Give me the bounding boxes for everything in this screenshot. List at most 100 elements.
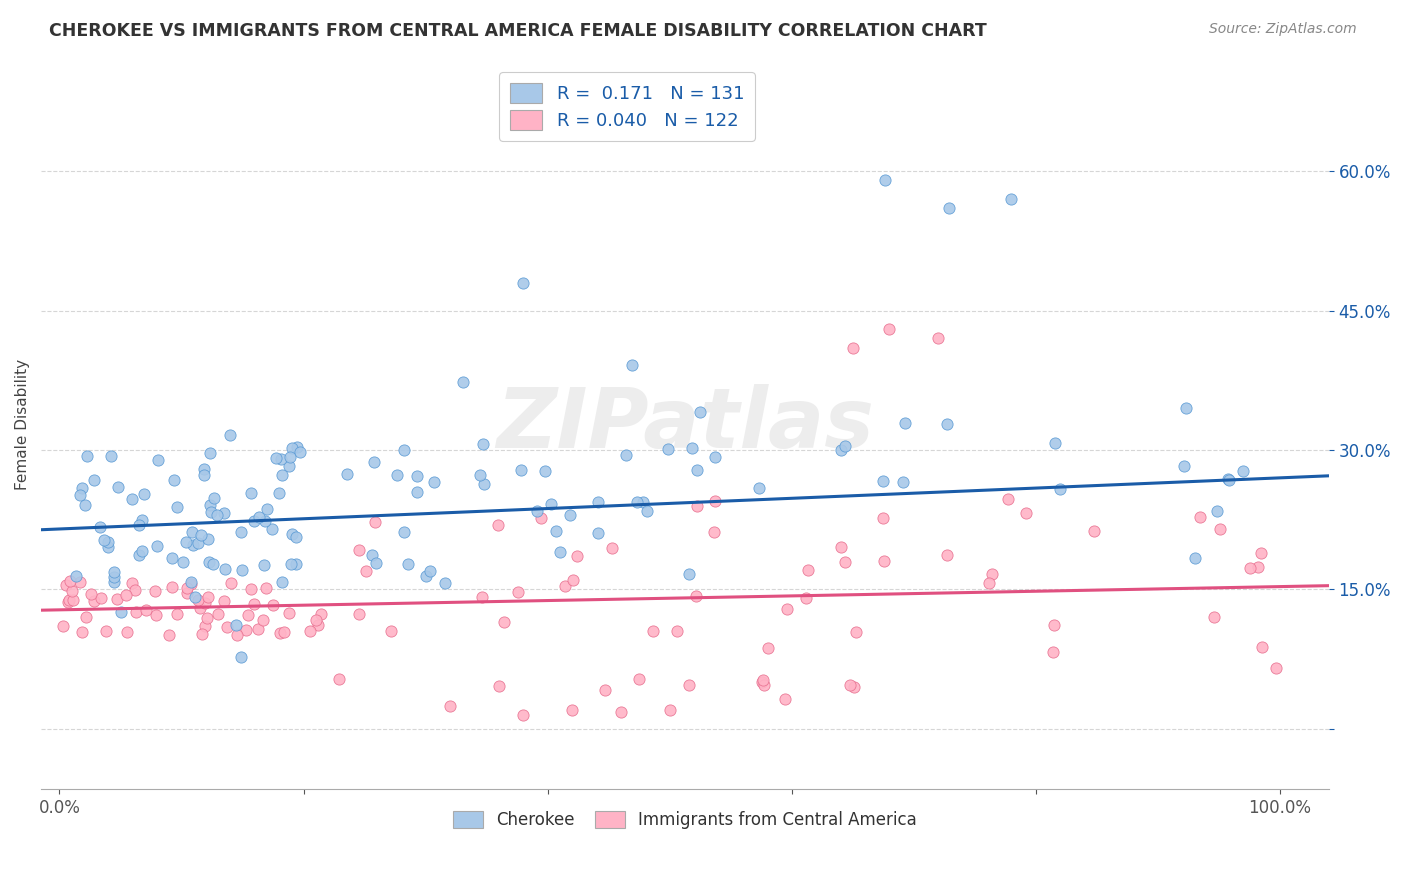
Point — [231, 563, 253, 577]
Point — [269, 486, 291, 500]
Point — [872, 475, 894, 489]
Point — [1049, 482, 1071, 496]
Point — [200, 505, 222, 519]
Point — [385, 468, 408, 483]
Point — [872, 510, 894, 524]
Point — [439, 698, 461, 713]
Point — [187, 536, 209, 550]
Point — [242, 514, 264, 528]
Point — [631, 495, 654, 509]
Point — [558, 508, 581, 522]
Point — [278, 606, 301, 620]
Point — [145, 540, 167, 554]
Point — [380, 624, 402, 639]
Point — [797, 563, 820, 577]
Point — [927, 331, 949, 345]
Text: ZIPatlas: ZIPatlas — [496, 384, 875, 465]
Point — [280, 557, 302, 571]
Point — [273, 625, 295, 640]
Point — [1173, 459, 1195, 474]
Point — [214, 506, 236, 520]
Point — [103, 570, 125, 584]
Point — [1216, 472, 1239, 486]
Point — [1250, 640, 1272, 655]
Point — [132, 486, 155, 500]
Point — [614, 448, 637, 462]
Point — [1246, 560, 1268, 574]
Text: CHEROKEE VS IMMIGRANTS FROM CENTRAL AMERICA FEMALE DISABILITY CORRELATION CHART: CHEROKEE VS IMMIGRANTS FROM CENTRAL AMER… — [49, 22, 987, 40]
Point — [281, 527, 304, 541]
Point — [128, 518, 150, 533]
Point — [194, 619, 217, 633]
Point — [188, 600, 211, 615]
Point — [58, 593, 80, 607]
Point — [703, 525, 725, 540]
Point — [240, 582, 263, 596]
Point — [1232, 464, 1254, 478]
Point — [1239, 561, 1261, 575]
Point — [600, 541, 623, 556]
Point — [110, 605, 132, 619]
Point — [193, 462, 215, 476]
Point — [686, 499, 709, 513]
Point — [636, 504, 658, 518]
Point — [526, 504, 548, 518]
Point — [79, 587, 101, 601]
Point — [65, 569, 87, 583]
Point — [157, 628, 180, 642]
Point — [214, 562, 236, 576]
Point — [936, 548, 959, 562]
Point — [200, 446, 222, 460]
Point — [252, 613, 274, 627]
Point — [225, 627, 247, 641]
Point — [468, 468, 491, 483]
Point — [657, 442, 679, 456]
Point — [658, 703, 681, 717]
Point — [875, 173, 897, 187]
Point — [356, 564, 378, 578]
Point — [271, 575, 294, 590]
Point — [176, 585, 198, 599]
Point — [69, 488, 91, 502]
Point — [256, 501, 278, 516]
Point — [207, 607, 229, 621]
Point — [278, 458, 301, 473]
Point — [893, 416, 915, 430]
Point — [172, 555, 194, 569]
Point — [548, 545, 571, 559]
Point — [451, 376, 474, 390]
Point — [494, 615, 516, 629]
Point — [307, 618, 329, 632]
Point — [488, 679, 510, 693]
Point — [472, 476, 495, 491]
Point — [72, 482, 94, 496]
Point — [363, 455, 385, 469]
Point — [176, 581, 198, 595]
Point — [510, 463, 533, 477]
Point — [184, 590, 207, 604]
Point — [1043, 435, 1066, 450]
Point — [666, 624, 689, 638]
Point — [512, 276, 534, 290]
Point — [977, 575, 1000, 590]
Point — [1083, 524, 1105, 538]
Point — [562, 573, 585, 587]
Point — [128, 548, 150, 562]
Point — [620, 358, 643, 372]
Point — [544, 524, 567, 539]
Point — [567, 549, 589, 564]
Point — [148, 452, 170, 467]
Point — [212, 594, 235, 608]
Point — [423, 475, 446, 489]
Point — [593, 683, 616, 698]
Point — [834, 555, 856, 569]
Point — [872, 554, 894, 568]
Point — [97, 534, 120, 549]
Point — [135, 603, 157, 617]
Point — [997, 491, 1019, 506]
Point — [415, 569, 437, 583]
Point — [328, 672, 350, 686]
Point — [752, 678, 775, 692]
Point — [396, 557, 419, 571]
Point — [187, 593, 209, 607]
